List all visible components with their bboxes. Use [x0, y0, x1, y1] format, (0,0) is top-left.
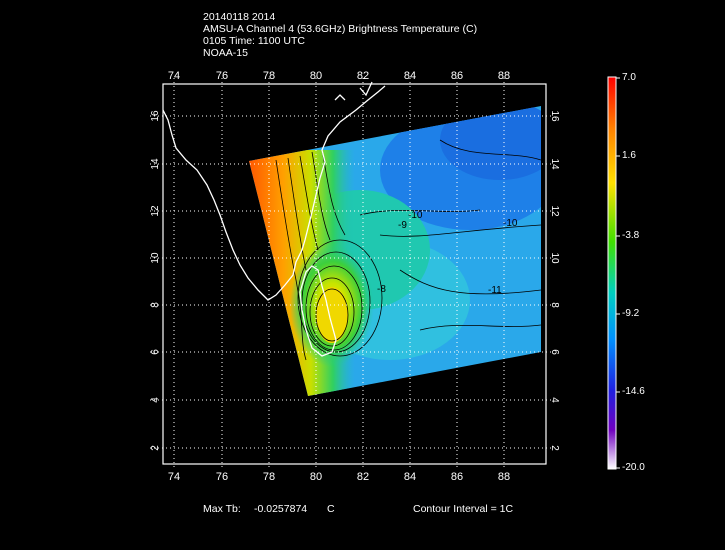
lon-tick-label: 82	[357, 70, 369, 82]
colorbar-label: 7.0	[622, 72, 636, 83]
lon-tick-label: 78	[263, 70, 275, 82]
lat-tick-label: 12	[150, 205, 161, 217]
satellite-swath	[249, 106, 541, 396]
map-frame	[162, 83, 547, 465]
lon-tick-label: 76	[216, 471, 228, 483]
contour-labels: -10 -9 -10 -8 -11	[377, 210, 518, 296]
colorbar-label: 1.6	[622, 150, 636, 161]
lat-tick-label: 2	[549, 445, 560, 451]
lon-tick-label: 80	[310, 70, 322, 82]
lat-tick-label: 6	[150, 349, 161, 355]
lon-tick-label: 78	[263, 471, 275, 483]
lon-tick-label: 86	[451, 70, 463, 82]
lat-tick-label: 8	[549, 302, 560, 308]
lon-ticks-top: 74 76 78 80 82 84 86 88	[168, 70, 510, 82]
colorbar-label: -9.2	[622, 308, 640, 319]
lat-tick-label: 16	[549, 110, 560, 122]
lon-tick-label: 84	[404, 70, 416, 82]
contour-label: -10	[408, 210, 423, 221]
contour-label: -10	[503, 218, 518, 229]
header-product: AMSU-A Channel 4 (53.6GHz) Brightness Te…	[203, 23, 478, 35]
lat-tick-label: 10	[549, 252, 560, 264]
lat-tick-label: 16	[150, 110, 161, 122]
contour-interval: Contour Interval = 1C	[413, 503, 514, 515]
max-tb-value: -0.0257874	[254, 503, 308, 515]
lon-tick-label: 76	[216, 70, 228, 82]
contour-label: -11	[488, 285, 502, 296]
lat-tick-label: 14	[150, 158, 161, 170]
contour-label: -9	[398, 220, 407, 231]
contour-label: -8	[377, 284, 386, 295]
colorbar	[607, 76, 620, 470]
lon-ticks-bottom: 74 76 78 80 82 84 86 88	[168, 471, 510, 483]
lat-lon-grid	[150, 78, 551, 468]
lat-tick-label: 14	[549, 158, 560, 170]
lon-tick-label: 74	[168, 471, 180, 483]
coastline	[162, 81, 386, 357]
map-header: 20140118 2014 AMSU-A Channel 4 (53.6GHz)…	[203, 11, 477, 59]
lon-tick-label: 86	[451, 471, 463, 483]
lon-tick-label: 80	[310, 471, 322, 483]
temperature-contours	[275, 139, 541, 361]
lat-tick-label: 6	[549, 349, 560, 355]
lat-tick-label: 12	[549, 205, 560, 217]
lat-tick-label: 4	[549, 397, 560, 403]
max-tb-label: Max Tb:	[203, 503, 241, 515]
lon-tick-label: 82	[357, 471, 369, 483]
header-date: 20140118 2014	[203, 11, 276, 23]
colorbar-label: -3.8	[622, 230, 640, 241]
lat-tick-label: 2	[150, 445, 161, 451]
lat-tick-label: 8	[150, 302, 161, 308]
colorbar-label: -14.6	[622, 386, 645, 397]
header-satellite: NOAA-15	[203, 47, 248, 59]
lon-tick-label: 74	[168, 70, 180, 82]
colorbar-gradient	[607, 76, 617, 470]
colorbar-label: -20.0	[622, 462, 645, 473]
lat-tick-label: 10	[150, 252, 161, 264]
header-time: 0105 Time: 1100 UTC	[203, 35, 305, 47]
max-tb-unit: C	[327, 503, 335, 515]
lon-tick-label: 88	[498, 70, 510, 82]
lat-tick-label: 4	[150, 397, 161, 403]
lon-tick-label: 84	[404, 471, 416, 483]
lat-ticks-left: 2 4 6 8 10 12 14 16	[150, 110, 161, 451]
lon-tick-label: 88	[498, 471, 510, 483]
lat-ticks-right: 2 4 6 8 10 12 14 16	[549, 110, 560, 451]
